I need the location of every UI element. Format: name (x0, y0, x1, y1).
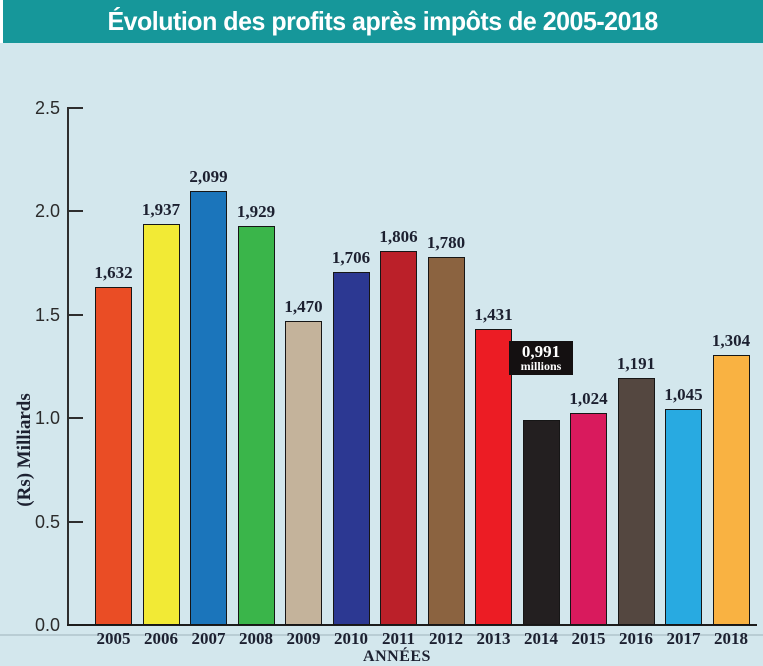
x-tick-label-2012: 2012 (429, 629, 463, 648)
bar-value-label: 1,304 (711, 331, 751, 350)
y-tick-mark (69, 520, 83, 523)
bar-2016 (617, 378, 655, 625)
bar-value-label: 1,632 (94, 263, 133, 282)
x-tick-label-2014: 2014 (524, 629, 558, 648)
special-value: 0,991 (521, 342, 561, 361)
bar-value-label: 1,470 (284, 297, 323, 316)
bar-2014 (522, 420, 560, 625)
bar-value-label: 2,099 (189, 167, 228, 186)
bar-value-label: 1,780 (426, 233, 466, 252)
y-tick-mark (69, 313, 83, 316)
x-tick-label-2016: 2016 (619, 629, 653, 648)
y-tick-label: 2.0 (34, 201, 60, 221)
bar-2018 (712, 355, 750, 625)
special-unit: millions (520, 359, 562, 373)
y-tick-mark (69, 417, 83, 419)
x-tick-label-2009: 2009 (286, 629, 321, 648)
bar-2007 (190, 191, 227, 625)
x-tick-label-2015: 2015 (571, 629, 606, 648)
x-tick-label-2007: 2007 (191, 629, 226, 648)
x-tick-label-2008: 2008 (239, 629, 273, 648)
bar-value-label: 1,024 (569, 389, 608, 408)
x-tick-label-2006: 2006 (144, 629, 178, 648)
y-tick-label: 1.0 (34, 408, 60, 428)
x-tick-label-2018: 2018 (714, 629, 748, 648)
title-bar: Évolution des profits après impôts de 20… (0, 0, 763, 43)
bar-2006 (142, 224, 180, 625)
bar-2009 (285, 321, 322, 625)
y-tick-label: 0.0 (34, 615, 60, 635)
bar-2008 (237, 226, 275, 625)
bar-2012 (427, 257, 465, 625)
x-tick-label-2010: 2010 (334, 629, 368, 648)
y-axis-line (67, 107, 69, 626)
bar-value-label-special: 0,991 millions (509, 341, 573, 375)
bar-2017 (665, 409, 702, 625)
bar-2015 (570, 413, 607, 625)
x-axis-title: ANNÉES (363, 648, 431, 665)
x-tick-label-2011: 2011 (381, 629, 416, 648)
bar-value-label: 1,191 (616, 354, 656, 373)
bar-value-label: 1,431 (474, 305, 513, 324)
bar-2013 (475, 329, 512, 625)
bar-value-label: 1,045 (664, 385, 703, 404)
bar-value-label: 1,937 (141, 200, 181, 219)
x-tick-label-2017: 2017 (666, 629, 701, 648)
bar-value-label: 1,706 (331, 248, 371, 267)
chart-title: Évolution des profits après impôts de 20… (107, 6, 659, 36)
bar-chart: (Rs) Milliards 0.0 0.5 1.0 1.5 2.0 2.5 1,632 1… (0, 43, 763, 665)
y-tick-mark (69, 106, 83, 109)
y-tick-label: 0.5 (34, 511, 60, 532)
y-tick-label: 2.5 (34, 97, 60, 118)
y-tick-label: 1.5 (34, 304, 60, 325)
x-tick-label-2013: 2013 (476, 629, 511, 648)
x-tick-label-2005: 2005 (96, 629, 131, 648)
bar-2005 (95, 287, 132, 625)
bar-value-label: 1,806 (379, 227, 418, 246)
x-axis-line (67, 624, 757, 626)
bar-2010 (332, 272, 370, 625)
bar-value-label: 1,929 (236, 202, 276, 221)
y-tick-mark (69, 210, 83, 212)
bar-2011 (380, 251, 417, 625)
